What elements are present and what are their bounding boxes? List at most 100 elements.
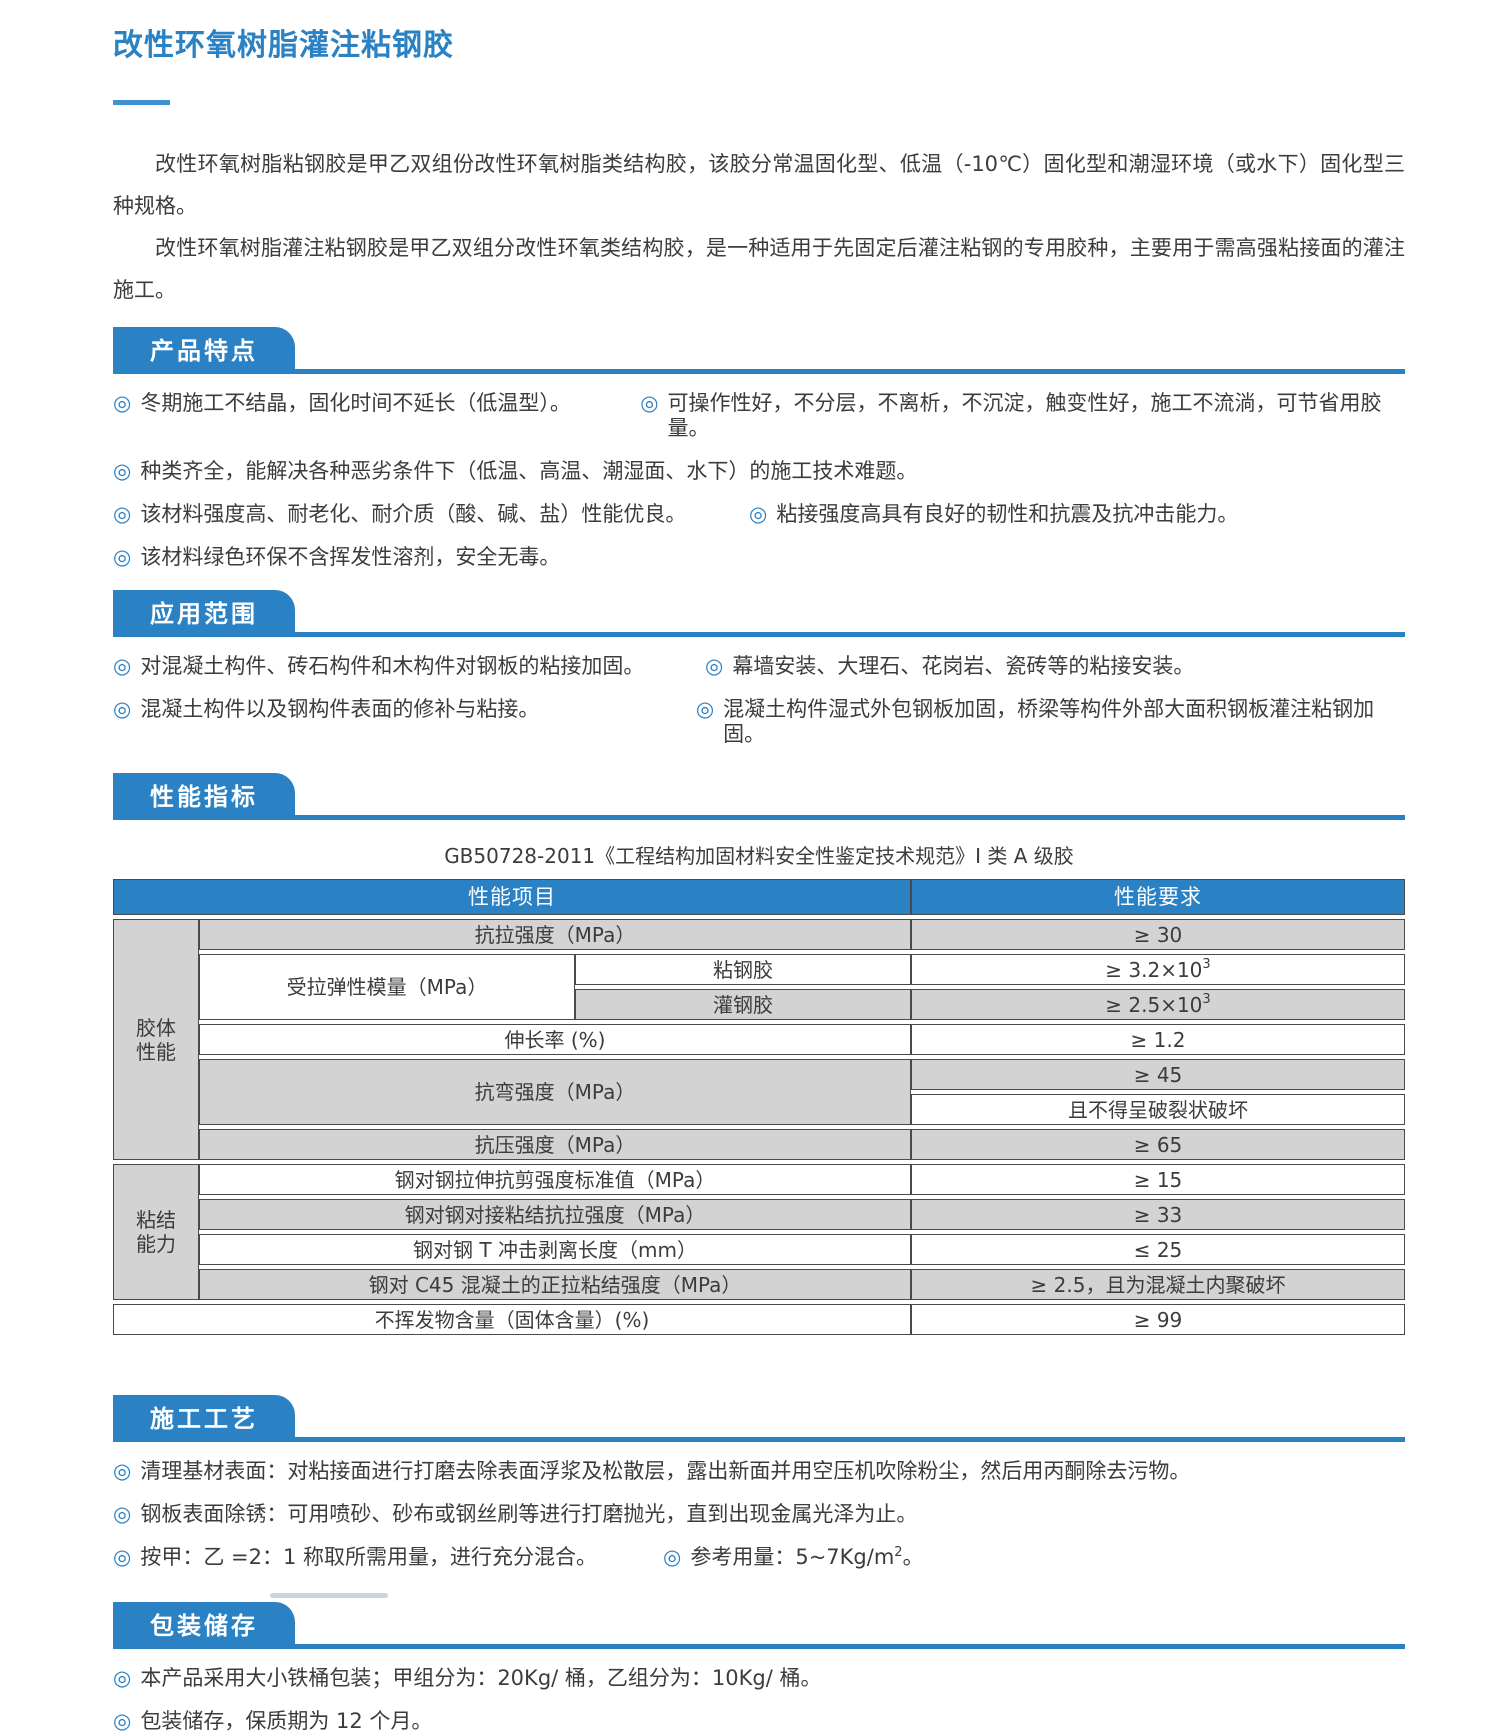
value-superscript: 3 [1202,992,1211,1007]
bullet-icon: ◎ [705,654,724,678]
bullet-icon: ◎ [113,459,132,483]
list-row: ◎ 该材料强度高、耐老化、耐介质（酸、碱、盐）性能优良。 ◎ 粘接强度高具有良好的韧… [113,502,1405,527]
list-item: ◎ 参考用量：5~7Kg/m2。 [663,1545,924,1570]
table-cell-item: 不挥发物含量（固体含量）(%) [113,1304,911,1335]
table-cell-item: 钢对钢 T 冲击剥离长度（mm） [199,1234,911,1265]
bullet-text: 该材料绿色环保不含挥发性溶剂，安全无毒。 [140,545,561,569]
table-cell-value: ≥ 15 [911,1164,1405,1195]
intro-paragraph: 改性环氧树脂粘钢胶是甲乙双组份改性环氧树脂类结构胶，该胶分常温固化型、低温（-1… [113,152,1405,218]
section-header: 产品特点 [113,327,1405,374]
table-cell-value: ≥ 2.5，且为混凝土内聚破坏 [911,1269,1405,1300]
table-header-item: 性能项目 [113,879,911,915]
list-item: ◎ 清理基材表面：对粘接面进行打磨去除表面浮浆及松散层，露出新面并用空压机吹除粉尘… [113,1459,1190,1484]
list-row: ◎ 包装储存，保质期为 12 个月。 [113,1709,1405,1734]
bullet-icon: ◎ [695,697,715,721]
bullet-text: 该材料强度高、耐老化、耐介质（酸、碱、盐）性能优良。 [140,502,687,526]
intro-block: 改性环氧树脂粘钢胶是甲乙双组份改性环氧树脂类结构胶，该胶分常温固化型、低温（-1… [113,143,1405,311]
section-badge-process: 施工工艺 [113,1395,295,1437]
list-item: ◎ 该材料绿色环保不含挥发性溶剂，安全无毒。 [113,545,560,570]
table-cell-value: ≥ 45 [911,1059,1405,1090]
section-header: 施工工艺 [113,1395,1405,1442]
title-underline [113,100,170,105]
section-features: 产品特点 ◎ 冬期施工不结晶，固化时间不延长（低温型）。 ◎ 可操作性好，不分层，不… [113,327,1405,570]
section-badge-packaging: 包装储存 [113,1602,295,1644]
list-item: ◎ 本产品采用大小铁桶包装；甲组分为：20Kg/ 桶，乙组分为：10Kg/ 桶。 [113,1666,821,1691]
table-cell-item: 钢对 C45 混凝土的正拉粘结强度（MPa） [199,1269,911,1300]
list-row: ◎ 对混凝土构件、砖石构件和木构件对钢板的粘接加固。 ◎ 幕墙安装、大理石、花岗岩、… [113,654,1405,679]
list-item: ◎ 幕墙安装、大理石、花岗岩、瓷砖等的粘接安装。 [705,654,1194,679]
table-cell-value: ≥ 99 [911,1304,1405,1335]
list-row: ◎ 清理基材表面：对粘接面进行打磨去除表面浮浆及松散层，露出新面并用空压机吹除粉尘… [113,1459,1405,1484]
bullet-text: 包装储存，保质期为 12 个月。 [140,1709,433,1733]
bullet-text: 参考用量：5~7Kg/m2。 [690,1545,923,1570]
list-row: ◎ 钢板表面除锈：可用喷砂、砂布或钢丝刷等进行打磨抛光，直到出现金属光泽为止。 [113,1502,1405,1527]
bullet-text: 幕墙安装、大理石、花岗岩、瓷砖等的粘接安装。 [732,654,1195,678]
bullet-text: 冬期施工不结晶，固化时间不延长（低温型）。 [140,391,571,415]
section-header: 性能指标 [113,773,1405,820]
table-cell-item: 伸长率 (%) [199,1024,911,1055]
list-row: ◎ 该材料绿色环保不含挥发性溶剂，安全无毒。 [113,545,1405,570]
process-list: ◎ 清理基材表面：对粘接面进行打磨去除表面浮浆及松散层，露出新面并用空压机吹除粉尘… [113,1459,1405,1570]
page-title: 改性环氧树脂灌注粘钢胶 [113,28,454,63]
section-badge-applications: 应用范围 [113,590,295,632]
bullet-text: 对混凝土构件、砖石构件和木构件对钢板的粘接加固。 [140,654,645,678]
bullet-text: 钢板表面除锈：可用喷砂、砂布或钢丝刷等进行打磨抛光，直到出现金属光泽为止。 [140,1502,918,1526]
bullet-icon: ◎ [113,654,132,678]
section-applications: 应用范围 ◎ 对混凝土构件、砖石构件和木构件对钢板的粘接加固。 ◎ 幕墙安装、大理石… [113,590,1405,747]
bullet-text: 本产品采用大小铁桶包装；甲组分为：20Kg/ 桶，乙组分为：10Kg/ 桶。 [140,1666,822,1690]
bullet-icon: ◎ [113,697,132,721]
list-item: ◎ 按甲：乙 =2：1 称取所需用量，进行充分混合。 [113,1545,663,1570]
list-row: ◎ 按甲：乙 =2：1 称取所需用量，进行充分混合。 ◎ 参考用量：5~7Kg/m2… [113,1545,1405,1570]
table-cell-item: 抗拉强度（MPa） [199,919,911,950]
page-edge-artifact [270,1593,388,1598]
packaging-list: ◎ 本产品采用大小铁桶包装；甲组分为：20Kg/ 桶，乙组分为：10Kg/ 桶。 … [113,1666,1405,1734]
section-header: 包装储存 [113,1602,1405,1649]
table-cell-item: 抗压强度（MPa） [199,1129,911,1160]
bullet-icon: ◎ [113,1459,132,1483]
section-header: 应用范围 [113,590,1405,637]
table-cell-value: ≥ 1.2 [911,1024,1405,1055]
list-row: ◎ 冬期施工不结晶，固化时间不延长（低温型）。 ◎ 可操作性好，不分层，不离析，不沉… [113,391,1405,441]
value-base: ≥ 3.2×10 [1105,957,1203,982]
bullet-icon: ◎ [113,391,132,415]
list-item: ◎ 混凝土构件以及钢构件表面的修补与粘接。 [113,697,696,747]
applications-list: ◎ 对混凝土构件、砖石构件和木构件对钢板的粘接加固。 ◎ 幕墙安装、大理石、花岗岩、… [113,654,1405,747]
table-category-bond: 粘结 能力 [113,1164,199,1300]
table-cell-value: 且不得呈破裂状破坏 [911,1094,1405,1125]
table-cell-item: 钢对钢拉伸抗剪强度标准值（MPa） [199,1164,911,1195]
table-cell-item: 粘钢胶 [575,954,911,985]
bullet-icon: ◎ [113,1709,132,1733]
value-base: 参考用量：5~7Kg/m [690,1545,895,1569]
performance-table: 性能项目 性能要求 胶体 性能 抗拉强度（MPa） ≥ 30 受拉弹性模量（MP… [113,879,1405,1335]
bullet-icon: ◎ [113,1545,132,1569]
bullet-text: 可操作性好，不分层，不离析，不沉淀，触变性好，施工不流淌，可节省用胶量。 [667,391,1382,440]
bullet-icon: ◎ [113,1666,132,1690]
section-process: 施工工艺 ◎ 清理基材表面：对粘接面进行打磨去除表面浮浆及松散层，露出新面并用空压… [113,1395,1405,1570]
bullet-text: 混凝土构件以及钢构件表面的修补与粘接。 [140,697,540,721]
bullet-text: 粘接强度高具有良好的韧性和抗震及抗冲击能力。 [776,502,1239,526]
bullet-text: 按甲：乙 =2：1 称取所需用量，进行充分混合。 [140,1545,597,1569]
list-item: ◎ 粘接强度高具有良好的韧性和抗震及抗冲击能力。 [749,502,1238,527]
section-badge-performance: 性能指标 [113,773,295,815]
table-category-glue: 胶体 性能 [113,919,199,1160]
table-cell-value: ≤ 25 [911,1234,1405,1265]
table-cell-value: ≥ 65 [911,1129,1405,1160]
value-tail: 。 [902,1545,924,1569]
section-packaging: 包装储存 ◎ 本产品采用大小铁桶包装；甲组分为：20Kg/ 桶，乙组分为：10Kg… [113,1602,1405,1734]
table-cell-value: ≥ 2.5×10 3 [911,989,1405,1020]
list-item: ◎ 对混凝土构件、砖石构件和木构件对钢板的粘接加固。 [113,654,705,679]
table-cell-value: ≥ 33 [911,1199,1405,1230]
bullet-icon: ◎ [663,1545,682,1569]
value-base: ≥ 2.5×10 [1105,992,1203,1017]
list-item: ◎ 可操作性好，不分层，不离析，不沉淀，触变性好，施工不流淌，可节省用胶量。 [640,391,1405,441]
table-cell-value: ≥ 30 [911,919,1405,950]
list-row: ◎ 混凝土构件以及钢构件表面的修补与粘接。 ◎ 混凝土构件湿式外包钢板加固，桥梁等构… [113,697,1405,747]
table-header-requirement: 性能要求 [911,879,1405,915]
table-cell-item: 抗弯强度（MPa） [199,1059,911,1125]
bullet-icon: ◎ [113,545,132,569]
section-performance: 性能指标 GB50728-2011《工程结构加固材料安全性鉴定技术规范》I 类 … [113,773,1405,1335]
list-item: ◎ 该材料强度高、耐老化、耐介质（酸、碱、盐）性能优良。 [113,502,749,527]
features-list: ◎ 冬期施工不结晶，固化时间不延长（低温型）。 ◎ 可操作性好，不分层，不离析，不沉… [113,391,1405,570]
bullet-icon: ◎ [113,502,132,526]
bullet-icon: ◎ [113,1502,132,1526]
